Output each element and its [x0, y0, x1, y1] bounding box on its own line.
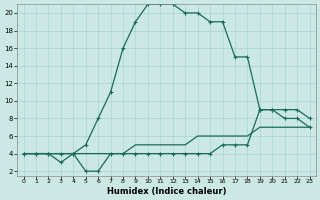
X-axis label: Humidex (Indice chaleur): Humidex (Indice chaleur) [107, 187, 226, 196]
